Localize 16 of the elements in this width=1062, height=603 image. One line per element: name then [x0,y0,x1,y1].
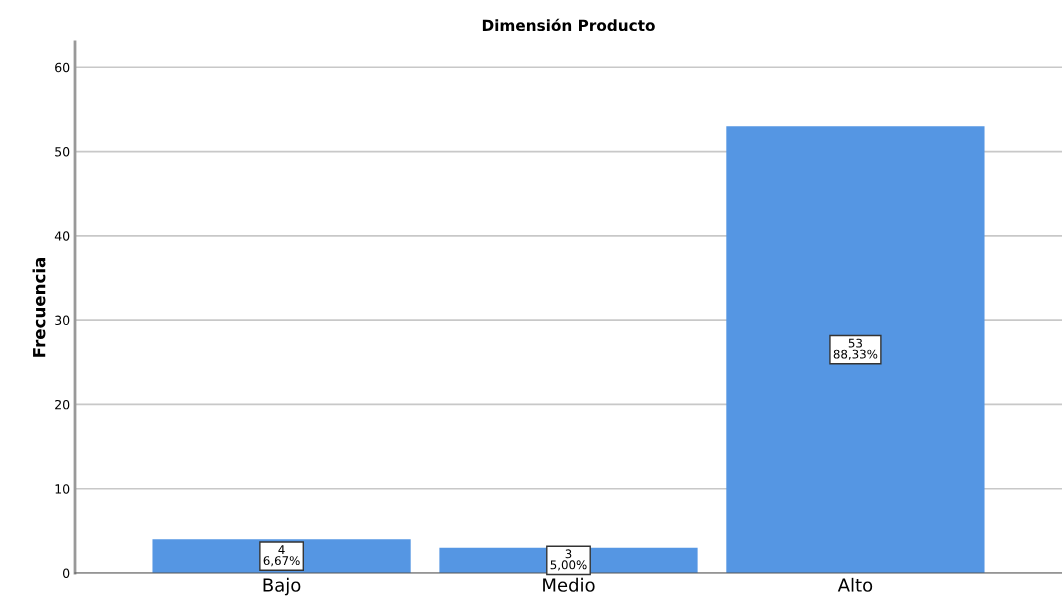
data-label: 4 6,67% [263,545,300,567]
y-tick-label: 0 [63,568,70,578]
y-tick-label: 10 [55,484,70,494]
y-tick-label: 30 [55,315,70,326]
y-tick-label: 40 [54,231,70,241]
chart-title: Dimensión Producto [482,18,655,32]
x-tick-label: Medio [543,577,595,592]
data-label: 53 88,33% [833,338,878,360]
y-tick-label: 20 [55,399,70,410]
y-tick-label: 60 [55,62,70,73]
data-label: 3 5,00% [550,549,587,571]
x-tick-label: Bajo [263,577,301,596]
x-tick-label: Alto [837,577,873,592]
y-tick-label: 50 [55,147,70,157]
y-axis-title: Frecuencia [32,258,46,357]
bar [726,126,985,573]
